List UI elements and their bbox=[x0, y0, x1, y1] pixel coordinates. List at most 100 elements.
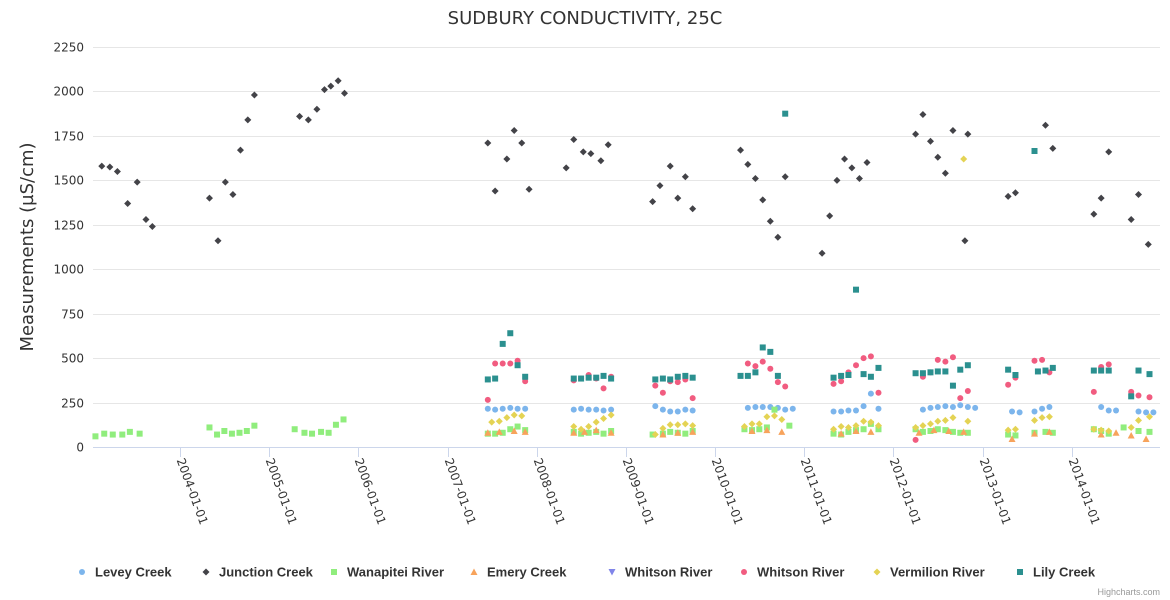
data-point-vermilion-river[interactable] bbox=[1090, 425, 1098, 433]
data-point-lily-creek[interactable] bbox=[492, 375, 499, 382]
data-point-lily-creek[interactable] bbox=[1034, 368, 1041, 375]
data-point-lily-creek[interactable] bbox=[1090, 367, 1097, 374]
data-point-wanapitei-river[interactable] bbox=[927, 428, 934, 434]
data-point-lily-creek[interactable] bbox=[1049, 364, 1056, 371]
data-point-levey-creek[interactable] bbox=[759, 404, 766, 410]
data-point-junction-creek[interactable] bbox=[1127, 215, 1135, 223]
data-point-junction-creek[interactable] bbox=[1097, 194, 1105, 202]
data-point-vermilion-river[interactable] bbox=[681, 420, 689, 428]
data-point-levey-creek[interactable] bbox=[1113, 407, 1120, 414]
data-point-junction-creek[interactable] bbox=[649, 198, 657, 206]
data-point-lily-creek[interactable] bbox=[737, 372, 744, 379]
data-point-emery-creek[interactable] bbox=[581, 428, 589, 435]
data-point-junction-creek[interactable] bbox=[334, 77, 342, 85]
data-point-levey-creek[interactable] bbox=[484, 405, 491, 412]
data-point-levey-creek[interactable] bbox=[845, 407, 852, 414]
data-point-lily-creek[interactable] bbox=[499, 340, 506, 347]
data-point-whitson-river[interactable] bbox=[949, 354, 956, 361]
data-point-wanapitei-river[interactable] bbox=[236, 429, 243, 436]
data-point-lily-creek[interactable] bbox=[514, 362, 521, 369]
data-point-levey-creek[interactable] bbox=[1009, 408, 1016, 415]
data-point-lily-creek[interactable] bbox=[585, 374, 592, 381]
data-point-emery-creek[interactable] bbox=[659, 431, 667, 438]
data-point-wanapitei-river[interactable] bbox=[301, 429, 308, 436]
data-point-lily-creek[interactable] bbox=[608, 375, 615, 382]
data-point-levey-creek[interactable] bbox=[522, 405, 529, 412]
data-point-lily-creek[interactable] bbox=[957, 366, 964, 373]
data-point-lily-creek[interactable] bbox=[1098, 367, 1105, 374]
data-point-junction-creek[interactable] bbox=[214, 237, 222, 245]
data-point-wanapitei-river[interactable] bbox=[101, 430, 108, 437]
data-point-junction-creek[interactable] bbox=[113, 167, 121, 175]
data-point-lily-creek[interactable] bbox=[659, 375, 666, 382]
data-point-whitson-river[interactable] bbox=[652, 382, 659, 389]
data-point-lily-creek[interactable] bbox=[1042, 367, 1049, 374]
data-point-junction-creek[interactable] bbox=[304, 116, 312, 124]
data-point-levey-creek[interactable] bbox=[867, 390, 874, 397]
data-point-lily-creek[interactable] bbox=[927, 369, 934, 376]
data-point-whitson-river[interactable] bbox=[838, 378, 845, 385]
data-point-wanapitei-river[interactable] bbox=[1042, 428, 1049, 435]
legend-item-whitson-river[interactable]: Whitson River bbox=[741, 565, 844, 580]
data-point-emery-creek[interactable] bbox=[1008, 435, 1016, 443]
data-point-vermilion-river[interactable] bbox=[503, 414, 511, 422]
data-point-vermilion-river[interactable] bbox=[495, 417, 503, 425]
data-point-levey-creek[interactable] bbox=[1046, 404, 1053, 410]
data-point-wanapitei-river[interactable] bbox=[92, 433, 99, 440]
data-point-lily-creek[interactable] bbox=[774, 372, 781, 379]
data-point-emery-creek[interactable] bbox=[915, 429, 923, 436]
data-point-whitson-river[interactable] bbox=[1031, 357, 1038, 364]
data-point-vermilion-river[interactable] bbox=[1004, 426, 1012, 434]
data-point-junction-creek[interactable] bbox=[106, 163, 114, 171]
data-point-junction-creek[interactable] bbox=[244, 116, 252, 124]
data-point-emery-creek[interactable] bbox=[495, 428, 503, 435]
data-point-junction-creek[interactable] bbox=[681, 173, 689, 181]
data-point-wanapitei-river[interactable] bbox=[291, 426, 298, 433]
data-point-junction-creek[interactable] bbox=[327, 82, 335, 90]
data-point-junction-creek[interactable] bbox=[926, 137, 934, 145]
data-point-vermilion-river[interactable] bbox=[689, 422, 697, 430]
data-point-levey-creek[interactable] bbox=[972, 404, 979, 411]
data-point-wanapitei-river[interactable] bbox=[1005, 431, 1012, 438]
data-point-junction-creek[interactable] bbox=[863, 159, 871, 167]
data-point-lily-creek[interactable] bbox=[867, 373, 874, 380]
data-point-levey-creek[interactable] bbox=[492, 406, 499, 413]
data-point-lily-creek[interactable] bbox=[942, 368, 949, 375]
data-point-levey-creek[interactable] bbox=[949, 404, 956, 410]
data-point-levey-creek[interactable] bbox=[942, 403, 949, 410]
data-point-junction-creek[interactable] bbox=[751, 175, 759, 183]
data-point-levey-creek[interactable] bbox=[667, 408, 674, 415]
data-point-wanapitei-river[interactable] bbox=[585, 429, 592, 436]
data-point-levey-creek[interactable] bbox=[752, 404, 759, 410]
data-point-lily-creek[interactable] bbox=[744, 372, 751, 379]
data-point-lily-creek[interactable] bbox=[507, 330, 514, 337]
data-point-levey-creek[interactable] bbox=[830, 408, 837, 415]
data-point-emery-creek[interactable] bbox=[1127, 431, 1135, 439]
data-point-vermilion-river[interactable] bbox=[1045, 413, 1053, 421]
data-point-wanapitei-river[interactable] bbox=[957, 429, 964, 436]
data-point-junction-creek[interactable] bbox=[737, 146, 745, 154]
data-point-levey-creek[interactable] bbox=[927, 404, 934, 411]
data-point-wanapitei-river[interactable] bbox=[325, 429, 332, 436]
data-point-junction-creek[interactable] bbox=[781, 173, 789, 181]
data-point-junction-creek[interactable] bbox=[674, 194, 682, 202]
data-point-emery-creek[interactable] bbox=[1142, 435, 1150, 443]
data-point-whitson-river[interactable] bbox=[1039, 356, 1046, 363]
data-point-levey-creek[interactable] bbox=[578, 405, 585, 412]
data-point-wanapitei-river[interactable] bbox=[682, 430, 689, 437]
data-point-vermilion-river[interactable] bbox=[1105, 427, 1113, 435]
data-point-vermilion-river[interactable] bbox=[488, 418, 496, 426]
data-point-lily-creek[interactable] bbox=[674, 373, 681, 380]
data-point-levey-creek[interactable] bbox=[674, 408, 681, 415]
data-point-wanapitei-river[interactable] bbox=[942, 427, 949, 434]
data-point-levey-creek[interactable] bbox=[593, 406, 600, 413]
data-point-levey-creek[interactable] bbox=[919, 406, 926, 413]
data-point-vermilion-river[interactable] bbox=[867, 418, 875, 426]
data-point-vermilion-river[interactable] bbox=[852, 422, 860, 430]
data-point-lily-creek[interactable] bbox=[934, 368, 941, 375]
data-point-wanapitei-river[interactable] bbox=[126, 428, 133, 435]
data-point-wanapitei-river[interactable] bbox=[332, 421, 339, 428]
data-point-junction-creek[interactable] bbox=[491, 187, 499, 195]
data-point-wanapitei-river[interactable] bbox=[507, 426, 514, 433]
data-point-levey-creek[interactable] bbox=[682, 406, 689, 413]
